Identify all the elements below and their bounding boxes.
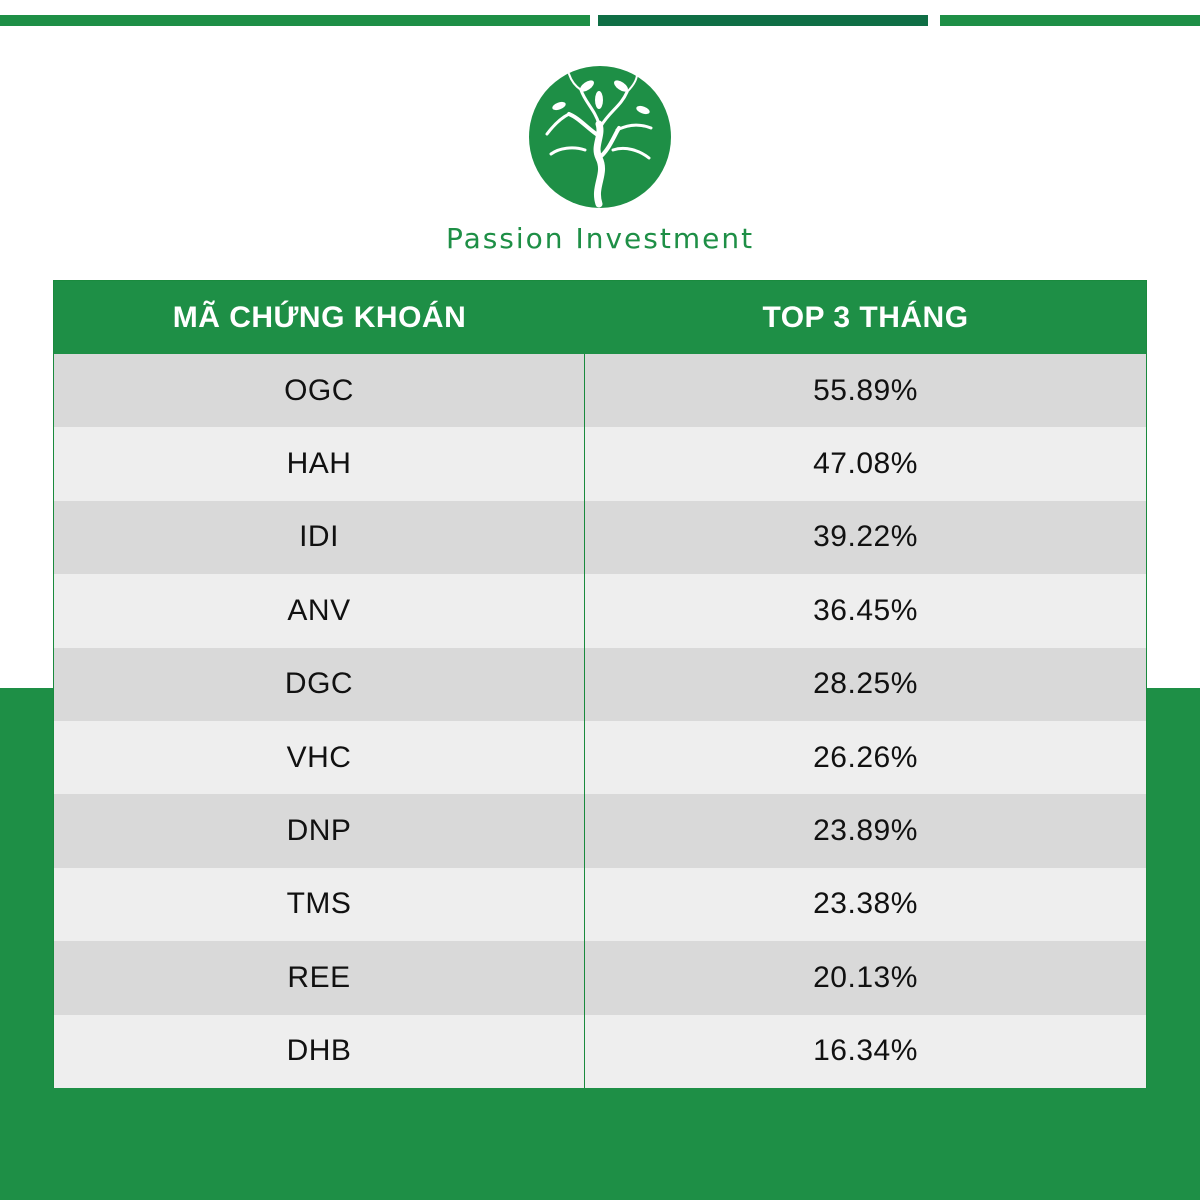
- ticker-cell: IDI: [54, 500, 585, 575]
- value-cell: 36.45%: [813, 593, 918, 627]
- top-divider-right: [940, 15, 1200, 26]
- table-row: ANV 36.45%: [54, 574, 1146, 648]
- table-header: MÃ CHỨNG KHOÁN TOP 3 THÁNG: [54, 281, 1146, 354]
- value-cell: 28.25%: [813, 667, 918, 701]
- stock-performance-table: MÃ CHỨNG KHOÁN TOP 3 THÁNG OGC 55.89% HA…: [53, 280, 1147, 1088]
- ticker-cell: OGC: [54, 354, 585, 428]
- value-cell: 26.26%: [813, 740, 918, 774]
- value-cell: 20.13%: [813, 960, 918, 994]
- top-divider-left: [0, 15, 590, 26]
- ticker-cell: HAH: [54, 427, 585, 501]
- header-top-3-months: TOP 3 THÁNG: [762, 300, 969, 334]
- header-stock-code: MÃ CHỨNG KHOÁN: [172, 300, 467, 334]
- table-row: OGC 55.89%: [54, 354, 1146, 428]
- tree-logo-icon: [529, 66, 671, 208]
- table-row: DGC 28.25%: [54, 647, 1146, 721]
- table-row: TMS 23.38%: [54, 867, 1146, 942]
- ticker-cell: DNP: [54, 794, 585, 868]
- ticker-cell: DHB: [54, 1014, 585, 1088]
- ticker-cell: TMS: [54, 867, 585, 942]
- value-cell: 47.08%: [813, 447, 918, 481]
- top-divider-center: [598, 15, 928, 26]
- table-row: REE 20.13%: [54, 941, 1146, 1015]
- ticker-cell: DGC: [54, 647, 585, 721]
- ticker-cell: ANV: [54, 574, 585, 648]
- ticker-cell: REE: [54, 941, 585, 1015]
- table-row: HAH 47.08%: [54, 427, 1146, 501]
- value-cell: 23.38%: [813, 887, 918, 921]
- table-body: OGC 55.89% HAH 47.08% IDI 39.22% ANV 36.…: [54, 354, 1146, 1088]
- value-cell: 23.89%: [813, 814, 918, 848]
- value-cell: 55.89%: [813, 373, 918, 407]
- table-row: VHC 26.26%: [54, 720, 1146, 795]
- table-row: DNP 23.89%: [54, 794, 1146, 868]
- ticker-cell: VHC: [54, 720, 585, 795]
- value-cell: 39.22%: [813, 520, 918, 554]
- brand-name: Passion Investment: [445, 222, 755, 255]
- table-row: DHB 16.34%: [54, 1014, 1146, 1088]
- value-cell: 16.34%: [813, 1034, 918, 1068]
- table-row: IDI 39.22%: [54, 500, 1146, 575]
